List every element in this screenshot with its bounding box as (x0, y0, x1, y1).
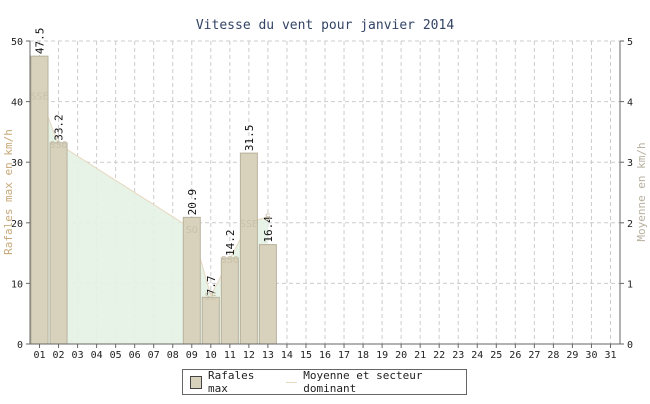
x-tick-label: 12 (243, 350, 255, 361)
bar-value-label: 20.9 (186, 189, 199, 216)
x-tick-label: 28 (547, 350, 559, 361)
y-tick-label-right: 0 (627, 340, 633, 351)
y-tick-label-right: 2 (627, 219, 633, 230)
bar-value-label: 47.5 (34, 28, 47, 55)
y-tick-label-left: 20 (11, 219, 23, 230)
bar-value-label: 7.7 (205, 275, 218, 295)
y-tick-label-right: 5 (627, 37, 633, 48)
bar-value-label: 31.5 (243, 125, 256, 152)
y-tick-label-left: 0 (17, 340, 23, 351)
x-tick-label: 30 (585, 350, 597, 361)
x-tick-label: 03 (72, 350, 84, 361)
x-tick-label: 14 (281, 350, 293, 361)
bar-value-label: 33.2 (53, 114, 66, 141)
x-tick-label: 22 (433, 350, 445, 361)
x-tick-label: 08 (167, 350, 179, 361)
legend-swatch-rafales (190, 375, 203, 389)
bar-rafales (49, 142, 68, 345)
y-axis-label-left: Rafales max en km/h (2, 129, 15, 255)
chart-title: Vitesse du vent pour janvier 2014 (196, 18, 454, 33)
x-tick-label: 15 (300, 350, 312, 361)
bar-value-label: 16.4 (262, 216, 275, 243)
x-tick-label: 05 (110, 350, 122, 361)
x-tick-label: 17 (338, 350, 350, 361)
bar-value-label: 14.2 (224, 229, 237, 256)
x-tick-label: 31 (604, 350, 616, 361)
bar-rafales (258, 244, 277, 345)
sector-label: SSE (240, 219, 258, 230)
x-tick-label: 23 (452, 350, 464, 361)
sector-label: SSE (30, 92, 48, 103)
average-area (39, 95, 268, 344)
x-tick-label: 26 (509, 350, 521, 361)
x-tick-label: 24 (471, 350, 483, 361)
legend-label-moyenne: Moyenne et secteur dominant (303, 369, 423, 395)
legend-label-rafales: Rafales max (208, 369, 255, 395)
x-tick-label: 11 (224, 350, 236, 361)
bar-rafales (239, 152, 258, 345)
sector-label: SO (186, 225, 198, 236)
sector-label: SSO (50, 140, 68, 151)
x-tick-label: 18 (357, 350, 369, 361)
y-tick-label-right: 4 (627, 98, 633, 109)
x-tick-label: 25 (490, 350, 502, 361)
x-tick-label: 21 (414, 350, 426, 361)
sector-label: SSO (221, 255, 239, 266)
x-tick-label: 04 (91, 350, 103, 361)
y-tick-label-right: 1 (627, 279, 633, 290)
x-tick-label: 02 (53, 350, 65, 361)
sector-label: S (265, 213, 271, 224)
legend-swatch-moyenne (286, 381, 298, 383)
x-tick-label: 07 (148, 350, 160, 361)
bar-rafales (201, 296, 220, 345)
y-tick-label-left: 30 (11, 158, 23, 169)
x-tick-label: 27 (528, 350, 540, 361)
bar-rafales (182, 216, 201, 345)
x-tick-label: 10 (205, 350, 217, 361)
y-tick-label-left: 50 (11, 37, 23, 48)
y-axis-label-right: Moyenne en km/h (635, 142, 648, 241)
legend: Rafales max Moyenne et secteur dominant (182, 369, 467, 395)
x-tick-label: 29 (566, 350, 578, 361)
x-tick-label: 09 (186, 350, 198, 361)
x-tick-label: 01 (33, 350, 45, 361)
sector-label: SE (205, 292, 217, 303)
y-tick-label-left: 10 (11, 279, 23, 290)
x-tick-label: 19 (376, 350, 388, 361)
x-tick-label: 13 (262, 350, 274, 361)
x-tick-label: 06 (129, 350, 141, 361)
y-tick-label-right: 3 (627, 158, 633, 169)
x-tick-label: 16 (319, 350, 331, 361)
x-tick-label: 20 (395, 350, 407, 361)
y-tick-label-left: 40 (11, 98, 23, 109)
bar-rafales (220, 257, 239, 345)
